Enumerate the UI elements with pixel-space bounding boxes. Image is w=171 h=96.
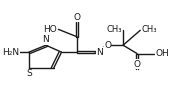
Text: H₂N: H₂N: [2, 48, 19, 57]
Text: OH: OH: [155, 49, 169, 58]
Text: CH₃: CH₃: [106, 25, 122, 34]
Text: CH₃: CH₃: [142, 25, 157, 34]
Text: O: O: [134, 60, 141, 69]
Text: N: N: [43, 35, 49, 44]
Text: HO: HO: [43, 25, 57, 34]
Text: O: O: [74, 13, 81, 22]
Text: S: S: [26, 69, 32, 78]
Text: O: O: [104, 41, 111, 50]
Text: N: N: [97, 48, 103, 57]
